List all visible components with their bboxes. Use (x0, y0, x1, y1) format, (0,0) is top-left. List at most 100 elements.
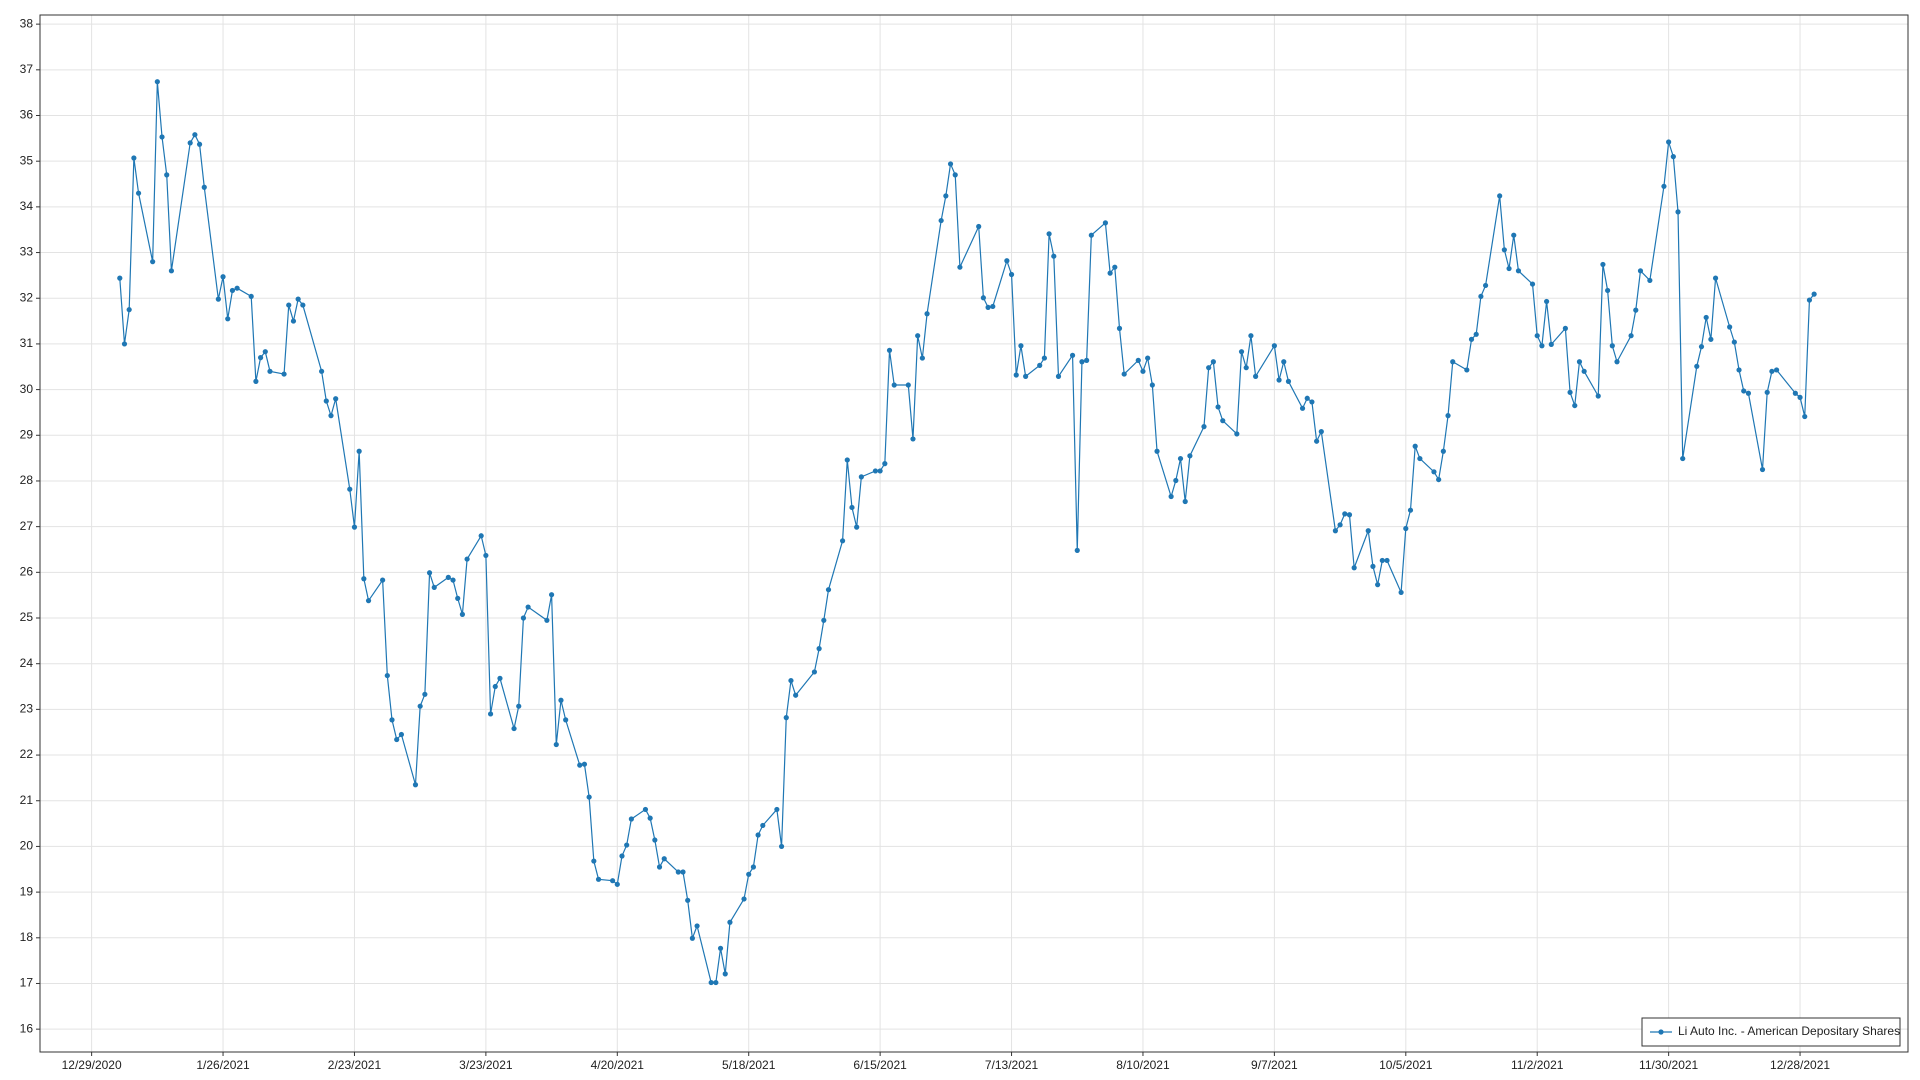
data-point (708, 979, 714, 986)
y-tick-label: 32 (20, 290, 34, 304)
data-point (1135, 357, 1141, 363)
data-point (168, 268, 175, 274)
data-point (1215, 404, 1221, 410)
data-point (1600, 261, 1606, 268)
data-point (924, 311, 930, 317)
y-tick-label: 20 (20, 839, 34, 853)
data-point (1511, 232, 1517, 238)
data-point (328, 413, 334, 419)
data-point (1154, 448, 1160, 454)
data-point (1478, 293, 1484, 300)
data-point (821, 617, 827, 623)
data-point (1745, 390, 1752, 396)
data-point (811, 669, 818, 675)
y-tick-label: 37 (20, 62, 34, 76)
data-point (267, 368, 273, 374)
data-point (1605, 287, 1611, 294)
data-point (1299, 405, 1306, 411)
y-tick-label: 27 (20, 519, 34, 533)
grid (40, 15, 1908, 1052)
x-tick-label: 11/2/2021 (1511, 1058, 1564, 1072)
data-point (1116, 325, 1123, 331)
data-point (257, 355, 264, 361)
data-point (1201, 424, 1207, 430)
data-point (1407, 507, 1414, 513)
data-point (1811, 291, 1817, 297)
plot-frame (39, 14, 1909, 1053)
data-point (121, 341, 128, 347)
data-point (1013, 372, 1019, 378)
data-point (910, 436, 916, 442)
data-point (333, 396, 339, 402)
data-point (1440, 448, 1446, 454)
data-point (1497, 193, 1503, 199)
y-tick-label: 23 (20, 702, 34, 716)
data-point (1398, 589, 1404, 596)
data-point (1332, 528, 1338, 534)
data-point (135, 190, 142, 196)
y-tick-label: 36 (20, 108, 34, 122)
data-point (1468, 336, 1475, 342)
data-point (877, 468, 883, 474)
data-point (431, 584, 437, 591)
x-tick-label: 12/29/2020 (62, 1058, 122, 1072)
data-point (1501, 247, 1507, 253)
data-point (1248, 333, 1254, 339)
data-point (1544, 298, 1550, 305)
data-point (1417, 455, 1423, 462)
data-point (854, 524, 860, 530)
data-point (1140, 368, 1146, 374)
x-tick-label: 9/7/2021 (1251, 1058, 1298, 1072)
data-point (938, 217, 944, 224)
legend: Li Auto Inc. - American Depositary Share… (1641, 1017, 1901, 1047)
data-point (1206, 365, 1212, 371)
data-point (192, 132, 198, 138)
data-point (1285, 378, 1292, 384)
data-point (1595, 393, 1601, 399)
plot-area (117, 79, 1817, 986)
data-point (1342, 511, 1348, 517)
data-point (1370, 563, 1376, 569)
data-point (689, 935, 695, 941)
data-point (1041, 355, 1048, 361)
data-point (164, 172, 170, 178)
data-point (1637, 268, 1644, 274)
data-point (1238, 349, 1245, 355)
data-point (380, 577, 386, 583)
data-point (976, 223, 982, 230)
data-point (1647, 277, 1653, 284)
data-point (595, 876, 602, 882)
y-tick-label: 26 (20, 565, 34, 579)
data-point (1764, 389, 1770, 395)
data-point (1037, 362, 1043, 368)
legend-box (1641, 1017, 1901, 1047)
data-point (1450, 359, 1456, 365)
data-point (1482, 282, 1489, 289)
data-point (614, 881, 620, 887)
data-point (1736, 367, 1742, 373)
data-point (563, 717, 569, 723)
data-point (1773, 367, 1780, 373)
data-point (980, 295, 986, 301)
data-point (1149, 382, 1155, 388)
data-point (1112, 264, 1118, 270)
data-point (1365, 528, 1371, 534)
data-point (717, 945, 724, 951)
data-point (1473, 331, 1479, 337)
data-point (351, 524, 358, 530)
data-point (1309, 399, 1315, 405)
data-point (1529, 281, 1536, 287)
data-point (398, 731, 404, 738)
data-point (947, 161, 954, 167)
data-point (1023, 373, 1029, 379)
x-tick-label: 3/23/2021 (459, 1058, 513, 1072)
data-point (788, 677, 794, 684)
data-point (577, 762, 583, 768)
data-point (426, 570, 433, 576)
data-point (558, 697, 564, 703)
data-point (624, 842, 630, 848)
data-point (445, 574, 451, 580)
data-point (750, 864, 757, 870)
data-point (943, 193, 949, 199)
